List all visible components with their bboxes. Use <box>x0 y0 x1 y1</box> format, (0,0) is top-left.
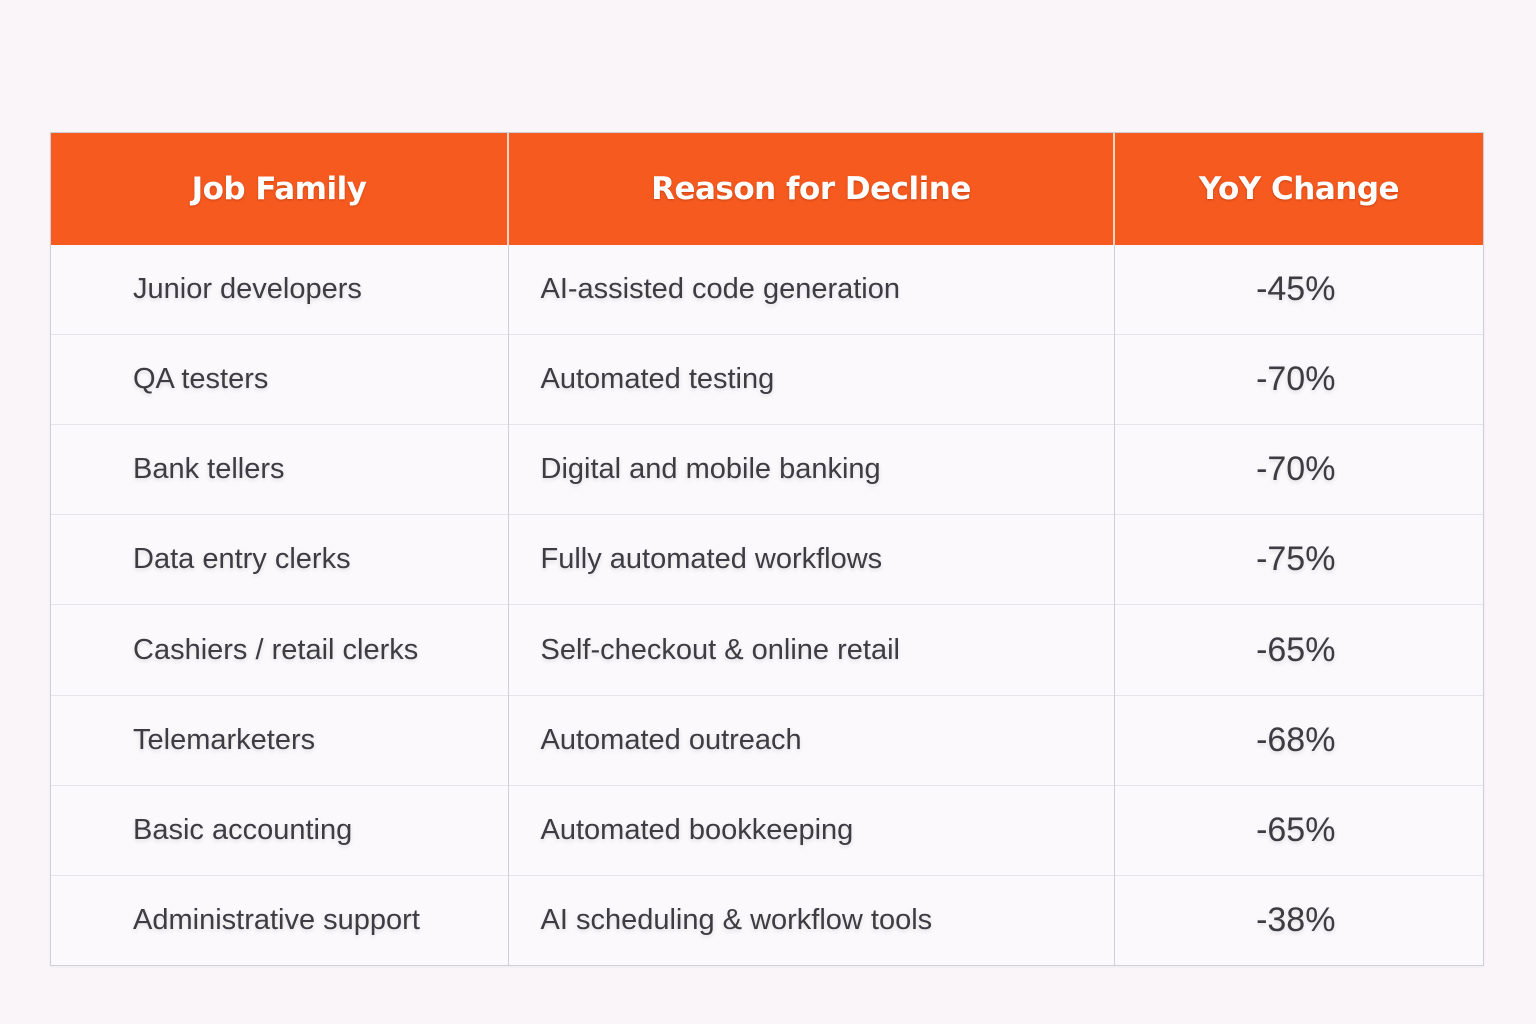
cell-reason: Automated outreach <box>507 694 1114 786</box>
header-job-family: Job Family <box>51 133 508 245</box>
cell-yoy-change: -45% <box>1113 245 1483 335</box>
table-row: Bank tellers Digital and mobile banking … <box>51 424 1483 515</box>
cell-job-family: QA testers <box>51 334 508 425</box>
cell-reason: AI scheduling & workflow tools <box>507 874 1114 965</box>
header-yoy-change: YoY Change <box>1113 133 1483 245</box>
cell-yoy-change: -70% <box>1113 424 1483 515</box>
cell-yoy-change: -65% <box>1113 604 1483 696</box>
cell-reason: Automated testing <box>507 334 1114 425</box>
cell-job-family: Data entry clerks <box>51 514 508 605</box>
cell-reason: Self-checkout & online retail <box>507 604 1114 696</box>
table-row: Cashiers / retail clerks Self-checkout &… <box>51 604 1483 696</box>
table-row: Data entry clerks Fully automated workfl… <box>51 514 1483 605</box>
table-row: Basic accounting Automated bookkeeping -… <box>51 784 1483 876</box>
job-decline-table: Job Family Reason for Decline YoY Change… <box>51 133 1483 965</box>
cell-yoy-change: -38% <box>1113 874 1483 965</box>
cell-job-family: Telemarketers <box>51 694 508 786</box>
cell-reason: Digital and mobile banking <box>507 424 1114 515</box>
cell-reason: AI-assisted code generation <box>507 245 1114 335</box>
table-row: Administrative support AI scheduling & w… <box>51 874 1483 965</box>
cell-yoy-change: -70% <box>1113 334 1483 425</box>
cell-yoy-change: -75% <box>1113 514 1483 605</box>
cell-yoy-change: -68% <box>1113 694 1483 786</box>
header-reason-for-decline: Reason for Decline <box>507 133 1114 245</box>
cell-job-family: Junior developers <box>133 273 362 306</box>
table-row: Telemarketers Automated outreach -68% <box>51 694 1483 786</box>
cell-yoy-change: -65% <box>1113 784 1483 876</box>
cell-job-family: Administrative support <box>51 874 508 965</box>
header-row: Job Family Reason for Decline YoY Change <box>51 133 1483 245</box>
table-row: QA testers Automated testing -70% <box>51 334 1483 425</box>
job-decline-table-container: Job Family Reason for Decline YoY Change… <box>50 132 1484 966</box>
cell-job-family: Bank tellers <box>51 424 508 515</box>
table-row: Junior developers AI-assisted code gener… <box>51 245 1483 335</box>
cell-job-family: Basic accounting <box>51 784 508 876</box>
cell-reason: Fully automated workflows <box>507 514 1114 605</box>
cell-reason: Automated bookkeeping <box>507 784 1114 876</box>
cell-job-family: Cashiers / retail clerks <box>51 604 508 696</box>
table-body: Junior developers AI-assisted code gener… <box>51 245 1483 965</box>
table-header: Job Family Reason for Decline YoY Change <box>51 133 1483 245</box>
